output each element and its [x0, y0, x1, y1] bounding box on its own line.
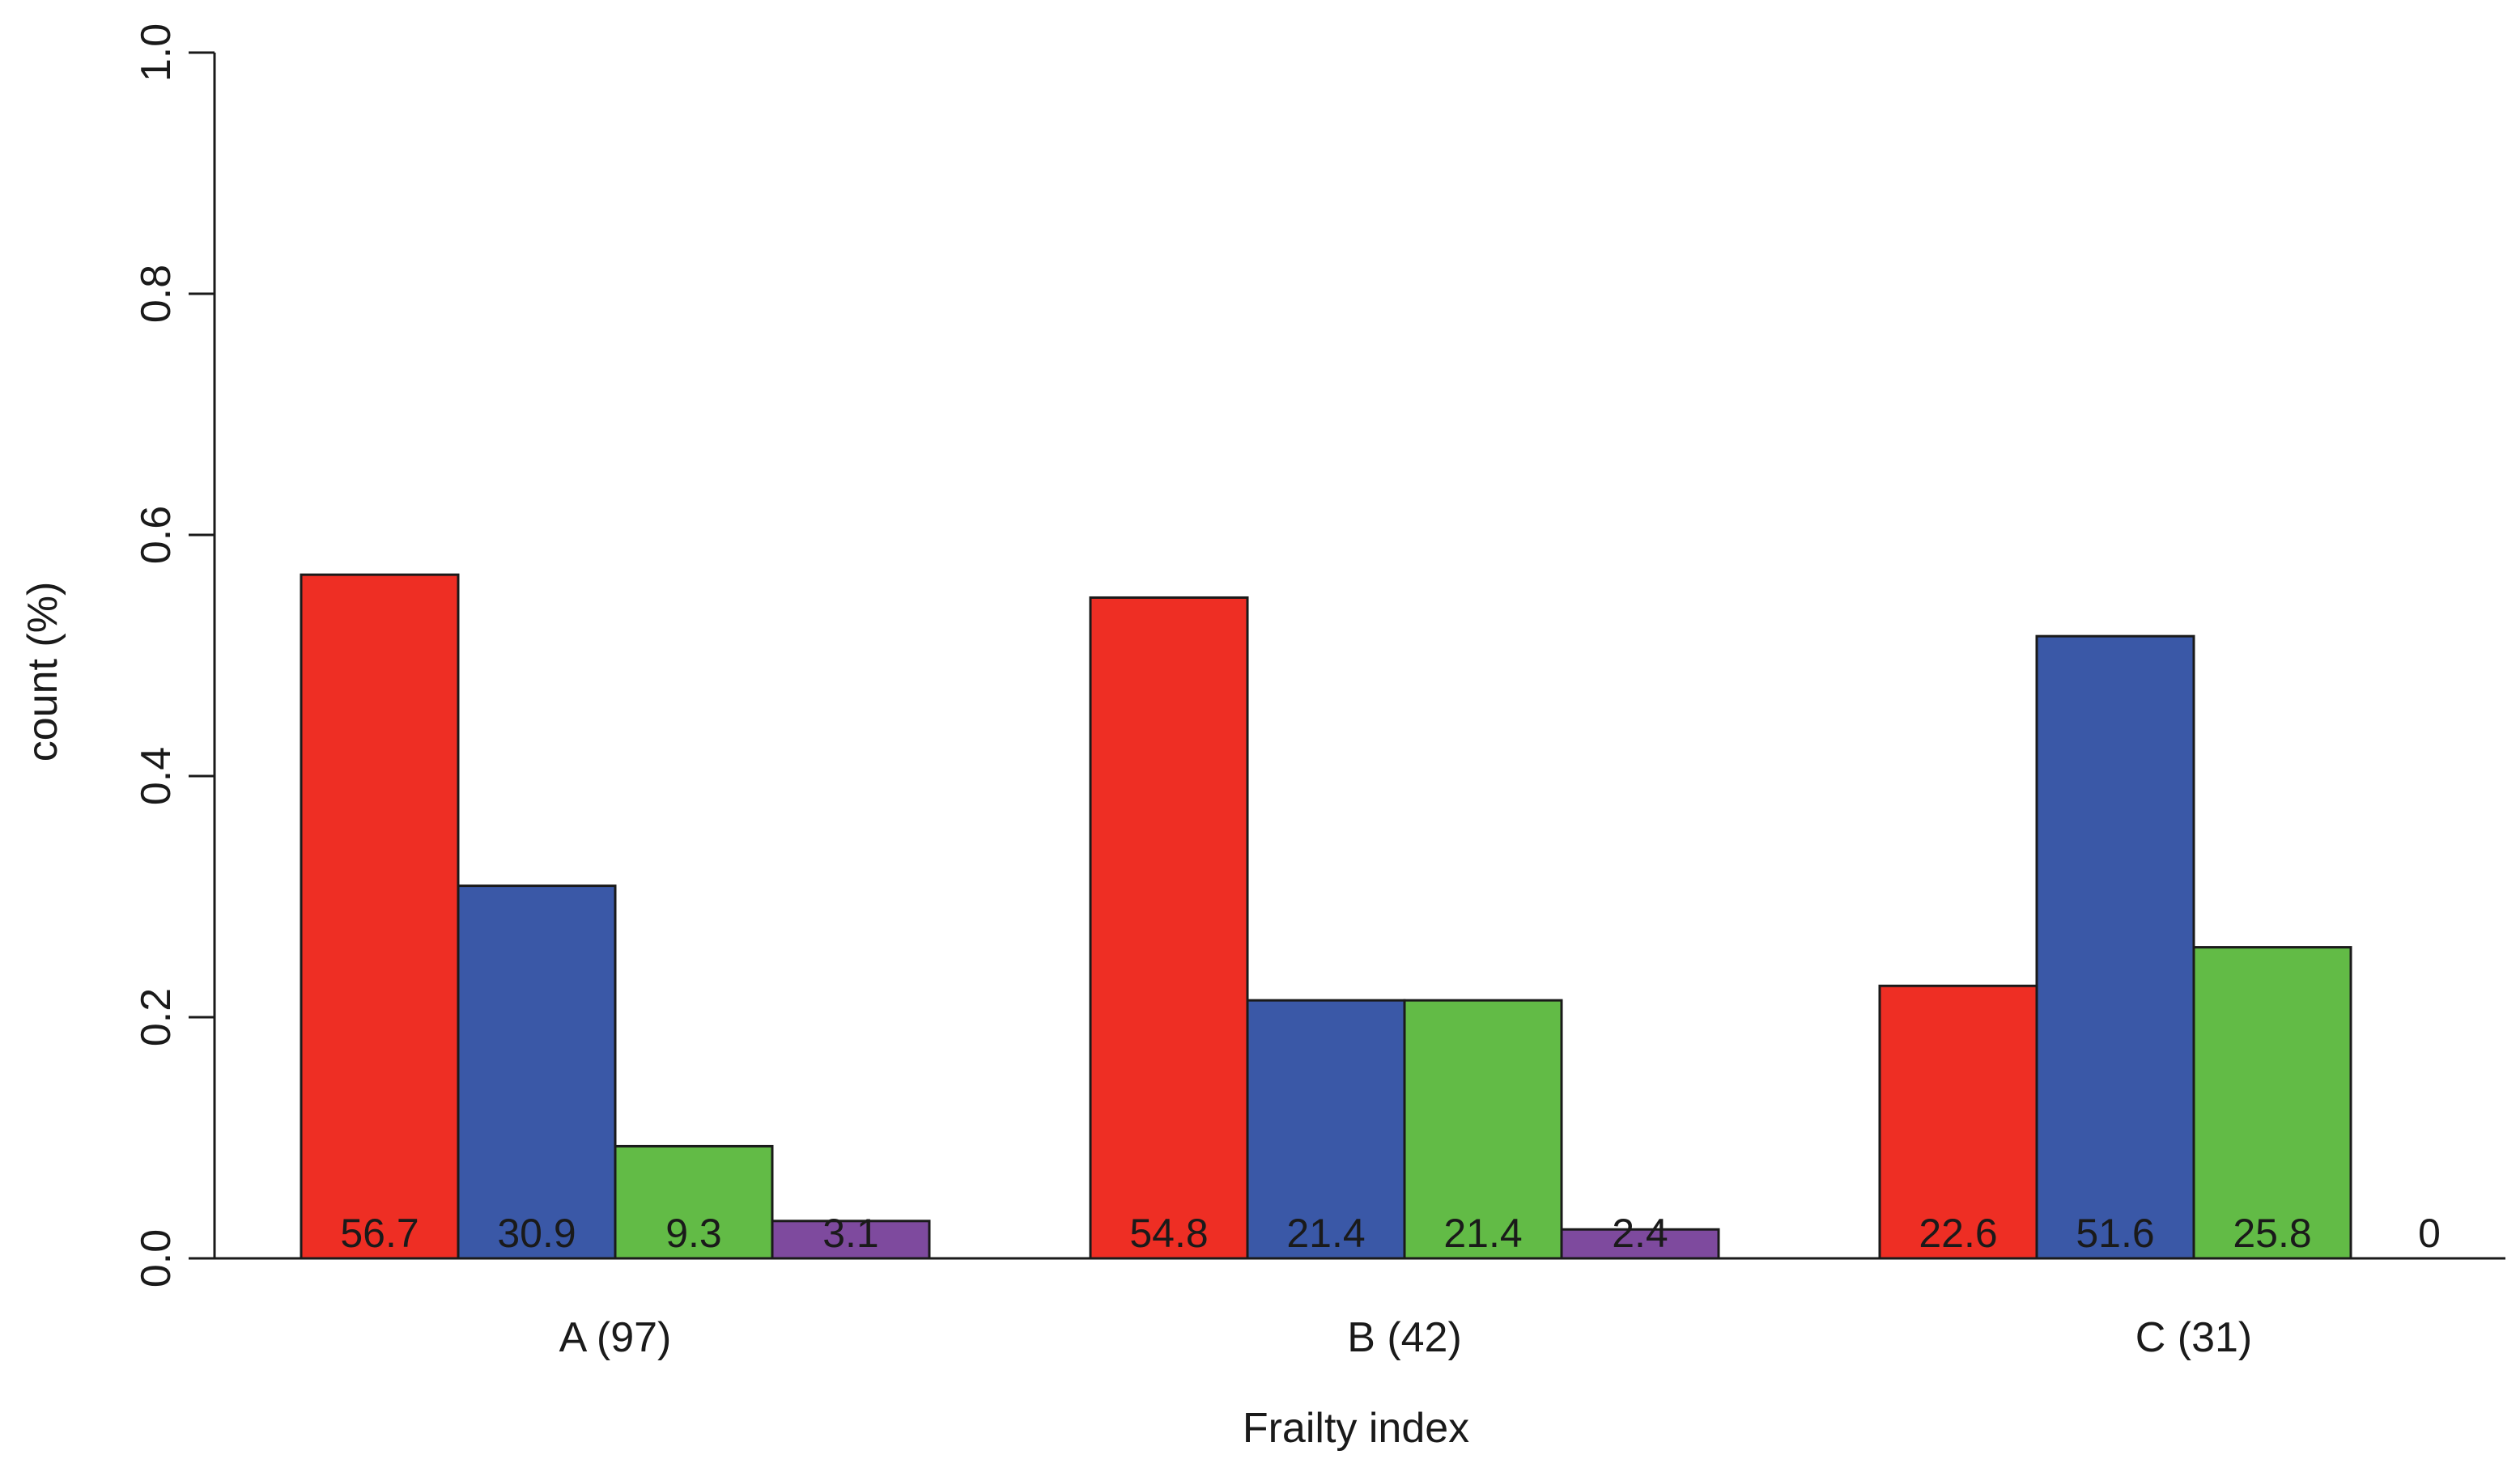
bar-value-label: 54.8: [1129, 1211, 1208, 1256]
bar: [1246, 999, 1406, 1260]
bar: [2192, 946, 2352, 1260]
y-tick-label: 0.0: [133, 1229, 180, 1287]
bar-value-label: 25.8: [2233, 1211, 2311, 1256]
y-tick-label: 0.8: [133, 265, 180, 323]
bar-value-label: 2.4: [1612, 1211, 1668, 1256]
bar: [1089, 596, 1249, 1260]
bar: [300, 573, 460, 1260]
bar-value-label: 51.6: [2076, 1211, 2154, 1256]
bar: [457, 884, 617, 1260]
bar-value-label: 21.4: [1443, 1211, 1522, 1256]
category-labels: A (97) B (42) C (31): [559, 1314, 2253, 1361]
y-tick-label: 1.0: [133, 23, 180, 82]
bar-value-label: 0: [2418, 1211, 2441, 1256]
y-tick-label: 0.4: [133, 747, 180, 805]
bar: [1878, 984, 2038, 1260]
x-axis-title: Frailty index: [1243, 1405, 1469, 1452]
category-label: B (42): [1347, 1314, 1462, 1361]
bar-value-label: 56.7: [340, 1211, 419, 1256]
category-label: C (31): [2135, 1314, 2252, 1361]
bar: [1403, 999, 1563, 1260]
y-axis: 0.0 0.2 0.4 0.6 0.8 1.0: [133, 23, 216, 1287]
y-tick-label: 0.6: [133, 506, 180, 564]
category-label: A (97): [559, 1314, 672, 1361]
bar-value-label: 21.4: [1286, 1211, 1365, 1256]
y-axis-title: count (%): [19, 582, 66, 762]
bar-value-label: 22.6: [1919, 1211, 1997, 1256]
bar-value-label: 9.3: [665, 1211, 722, 1256]
data-labels: 56.7 30.9 9.3 3.1 54.8 21.4 21.4 2.4 22.6 51.6 25.…: [340, 1211, 2441, 1256]
bar: [1560, 1228, 1720, 1260]
bar-value-label: 3.1: [822, 1211, 879, 1256]
bar: [2035, 634, 2195, 1260]
bars: [300, 573, 2352, 1260]
y-tick-label: 0.2: [133, 988, 180, 1046]
bar-value-label: 30.9: [497, 1211, 576, 1256]
